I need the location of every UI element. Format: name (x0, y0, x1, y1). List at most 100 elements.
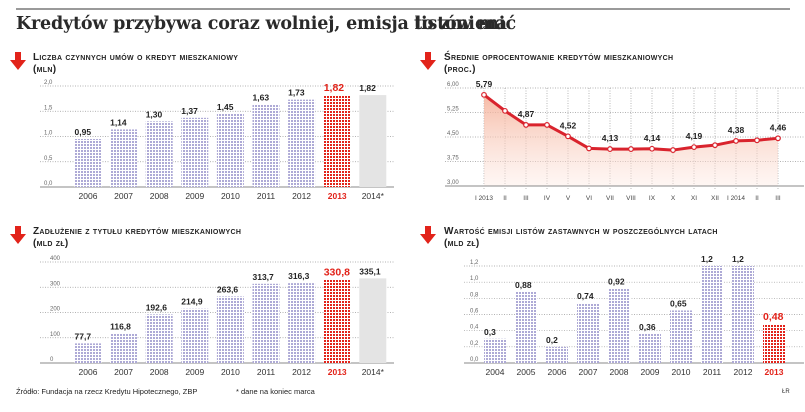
data-point (649, 145, 655, 152)
data-label: 316,3 (288, 271, 310, 281)
data-label: 1,82 (359, 83, 376, 93)
x-tick-label: VIII (626, 195, 636, 202)
x-tick-label: 2012 (734, 367, 753, 377)
data-point (754, 137, 760, 144)
x-tick-label: 2005 (517, 367, 536, 377)
chart-title-debt: Zadłużenie z tytułu kredytów mieszkaniow… (33, 226, 241, 250)
bar-2013 (323, 95, 351, 187)
x-tick-label: 2009 (641, 367, 660, 377)
bar-2008 (145, 121, 173, 187)
x-tick-label: 2011 (257, 367, 276, 377)
data-label: 0,3 (484, 327, 496, 337)
data-point (523, 122, 529, 128)
data-label: 116,8 (110, 322, 131, 332)
bar-2009 (639, 333, 661, 363)
bar-2014* (359, 278, 387, 363)
data-label: 1,63 (253, 93, 270, 103)
bar-2010 (216, 296, 244, 363)
data-label: 4,13 (602, 133, 619, 143)
data-point (733, 138, 739, 144)
x-tick-label: 2006 (79, 191, 98, 201)
data-label: 0,2 (546, 335, 558, 345)
x-tick-label: 2014* (362, 191, 385, 201)
x-tick-label: 2008 (150, 367, 169, 377)
y-tick-label: 0,5 (44, 156, 53, 162)
x-tick-label: 2010 (221, 191, 240, 201)
x-tick-label: 2009 (185, 191, 204, 201)
x-tick-label: II (755, 195, 759, 202)
chart-unit: (proc.) (444, 64, 476, 75)
data-label: 1,37 (181, 106, 198, 116)
bar-2014* (359, 95, 387, 187)
data-label: 77,7 (75, 331, 92, 341)
data-label: 0,95 (75, 127, 92, 137)
data-point (775, 135, 781, 142)
x-tick-label: XI (691, 195, 697, 202)
y-tick-label: 1,0 (44, 131, 53, 137)
bar-2013 (323, 279, 351, 363)
data-point (586, 145, 592, 152)
bar-2007 (577, 303, 599, 363)
y-tick-label: 0,6 (470, 309, 479, 315)
bar-2013 (763, 324, 785, 363)
y-tick-label: 1,5 (44, 105, 53, 111)
chart-unit: (mld zł) (33, 238, 69, 249)
data-label: 1,2 (701, 254, 713, 264)
x-tick-label: 2004 (486, 367, 505, 377)
data-label: 0,65 (670, 298, 687, 308)
x-tick-label: 2011 (257, 191, 276, 201)
x-tick-label: IX (649, 195, 656, 202)
data-label: 192,6 (146, 302, 168, 312)
x-tick-label: 2012 (292, 191, 311, 201)
data-label: 4,87 (518, 109, 535, 119)
x-tick-label: XII (711, 195, 719, 202)
data-label: 330,8 (324, 266, 350, 278)
x-tick-label: III (523, 195, 529, 202)
y-tick-label: 3,75 (447, 156, 459, 162)
y-tick-label: 0 (50, 357, 54, 363)
data-label: 5,79 (476, 79, 493, 89)
data-label: 313,7 (253, 272, 275, 282)
data-label: 0,92 (608, 277, 625, 287)
bar-2011 (252, 283, 280, 363)
data-point (607, 146, 613, 152)
x-tick-label: I 2013 (475, 195, 493, 202)
author-initials: ŁR (782, 389, 790, 395)
chart-bonds: 0,0 0,2 0,4 0,6 0,8 1,0 1,2 0,3 2004 0,88 2005 0,2 2… (464, 254, 804, 377)
y-tick-label: 4,50 (447, 131, 459, 137)
bar-2007 (110, 129, 138, 187)
x-tick-label: X (671, 195, 676, 202)
x-tick-label: IV (544, 195, 551, 202)
bar-2008 (608, 288, 630, 363)
chart-title-text: Wartość emisji listów zastawnych w poszc… (444, 226, 718, 237)
y-tick-label: 1,2 (470, 260, 479, 266)
y-tick-label: 0,4 (470, 325, 479, 331)
chart-rates: 3,003,754,505,256,00I 2013 II III IV V VI VII V… (445, 79, 804, 202)
data-point (628, 146, 634, 152)
down-arrow-icon (10, 226, 26, 244)
data-point (481, 91, 487, 98)
bar-2004 (484, 338, 506, 363)
chart-title-text: Zadłużenie z tytułu kredytów mieszkaniow… (33, 226, 242, 237)
data-label: 214,9 (181, 297, 203, 307)
y-tick-label: 0,0 (44, 181, 53, 187)
chart-title-contracts: Liczba czynnych umów o kredyt mieszkanio… (33, 52, 238, 76)
bar-2011 (701, 266, 723, 363)
x-tick-label: III (775, 195, 781, 202)
chart-title-text: Liczba czynnych umów o kredyt mieszkanio… (33, 52, 239, 63)
x-tick-label: 2013 (328, 191, 347, 201)
y-tick-label: 3,00 (447, 180, 459, 186)
data-point (544, 122, 550, 128)
bar-2012 (732, 266, 754, 363)
data-point (691, 144, 697, 151)
x-tick-label: II (503, 195, 507, 202)
x-tick-label: VII (606, 195, 614, 202)
chart-contracts: 0,0 0,5 1,0 1,5 2,0 0,95 2006 1,14 2007 1,30 2008 1… (40, 80, 394, 201)
bar-2009 (181, 117, 209, 187)
x-tick-label: 2008 (610, 367, 629, 377)
y-tick-label: 6,00 (447, 82, 459, 88)
data-label: 1,45 (217, 102, 234, 112)
x-tick-label: 2007 (114, 191, 133, 201)
data-point (712, 142, 718, 149)
x-tick-label: 2012 (292, 367, 311, 377)
